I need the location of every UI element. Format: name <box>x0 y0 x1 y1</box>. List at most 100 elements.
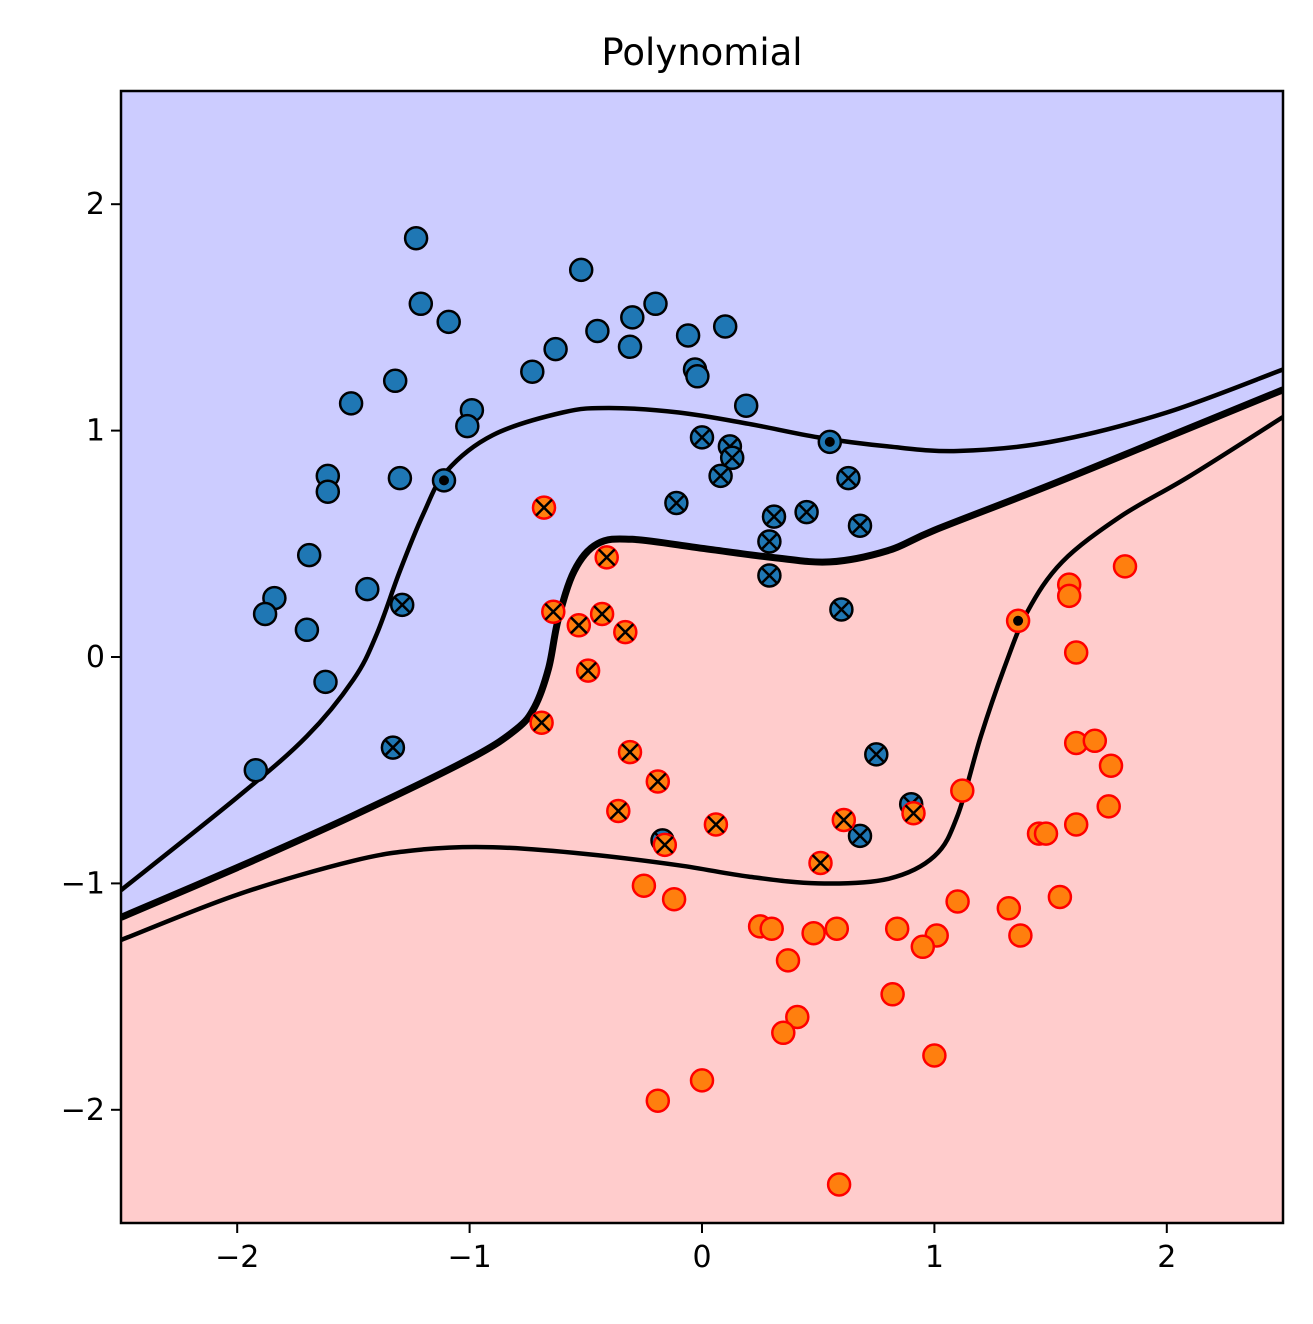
data-point-class-1 <box>996 896 1022 921</box>
support-vector-marker <box>867 745 886 764</box>
support-vector-marker <box>384 738 402 757</box>
y-tick-label: −2 <box>61 1093 105 1128</box>
data-point-class-0 <box>355 576 380 602</box>
support-vector-marker <box>797 503 816 521</box>
support-vector-marker <box>609 802 628 820</box>
data-point-class-0 <box>387 465 413 491</box>
data-point-class-0 <box>733 393 759 418</box>
data-point-class-0 <box>685 364 710 389</box>
data-point-class-1 <box>1063 640 1089 665</box>
support-vector-marker <box>839 469 858 488</box>
support-vector-marker <box>579 661 598 680</box>
x-tick-label: 0 <box>692 1240 711 1275</box>
data-point-class-1 <box>775 948 801 973</box>
support-vector-marker <box>569 616 588 635</box>
data-point-class-1 <box>1033 821 1059 846</box>
data-point-class-1 <box>1112 554 1138 579</box>
data-point-class-1 <box>950 778 975 803</box>
support-vector-marker <box>544 602 563 621</box>
support-vector-marker <box>832 600 851 619</box>
margin-point-center <box>1013 615 1024 626</box>
data-point-class-1 <box>922 1043 947 1068</box>
data-point-class-1 <box>1096 794 1121 819</box>
margin-point-center <box>439 475 449 486</box>
y-tick-label: 1 <box>86 414 105 449</box>
support-vector-marker <box>532 713 551 732</box>
data-point-class-0 <box>585 318 610 344</box>
data-point-class-1 <box>910 934 936 960</box>
data-point-class-0 <box>543 336 568 362</box>
data-point-class-1 <box>661 886 687 912</box>
data-point-class-1 <box>689 1068 715 1093</box>
data-point-class-0 <box>243 757 269 783</box>
data-point-class-0 <box>315 479 341 504</box>
support-vector-marker <box>811 854 830 872</box>
data-point-class-0 <box>382 368 408 394</box>
data-point-class-1 <box>801 920 826 946</box>
data-point-class-0 <box>520 359 545 384</box>
data-point-class-0 <box>403 225 429 251</box>
x-tick-label: −2 <box>215 1240 259 1275</box>
support-vector-marker <box>655 836 674 854</box>
support-vector-marker <box>851 826 869 845</box>
data-point-class-1 <box>1063 812 1089 837</box>
data-point-class-1 <box>1056 583 1082 609</box>
margin-lower-line <box>121 415 1283 943</box>
support-vector-marker <box>760 532 779 551</box>
data-point-class-0 <box>313 669 338 695</box>
support-vector-marker <box>851 516 869 535</box>
support-vector-marker <box>834 811 853 829</box>
data-point-class-0 <box>338 391 364 416</box>
decision-boundary-line <box>121 386 1283 921</box>
data-point-class-0 <box>620 305 645 330</box>
data-point-class-0 <box>455 413 480 439</box>
data-point-class-0 <box>436 309 461 335</box>
data-point-class-1 <box>1098 753 1124 778</box>
y-axis-ticks: −2 −1 0 1 2 <box>61 187 121 1128</box>
data-point-class-1 <box>771 1020 796 1046</box>
margin-upper-line <box>121 367 1283 892</box>
data-point-class-0 <box>712 314 738 339</box>
support-vector-marker <box>597 548 616 567</box>
data-point-class-1 <box>631 873 657 898</box>
data-point-class-1 <box>759 916 784 941</box>
support-vector-marker <box>535 498 553 517</box>
support-vector-marker <box>765 507 783 526</box>
y-tick-label: 0 <box>86 640 105 675</box>
data-point-class-1 <box>1047 884 1073 910</box>
support-vector-marker <box>593 605 611 623</box>
support-vector-marker <box>393 596 412 614</box>
support-vector-marker <box>707 815 725 834</box>
support-vector-marker <box>648 772 667 791</box>
plot-area <box>121 91 1283 1223</box>
data-point-class-1 <box>826 1172 852 1197</box>
data-point-class-0 <box>252 601 278 627</box>
support-vector-marker <box>693 428 711 447</box>
x-tick-label: 1 <box>925 1240 944 1275</box>
data-point-class-1 <box>945 889 970 914</box>
support-vector-marker <box>667 494 686 512</box>
support-vector-marker <box>723 448 742 467</box>
contour-lines <box>121 367 1283 943</box>
data-point-class-0 <box>408 291 434 317</box>
y-tick-label: −1 <box>61 866 105 901</box>
support-vector-marker <box>616 623 635 641</box>
data-point-class-0 <box>568 257 594 283</box>
data-point-class-1 <box>1008 923 1033 948</box>
x-tick-label: −1 <box>447 1240 491 1275</box>
data-point-class-0 <box>617 334 643 360</box>
data-point-class-1 <box>880 982 905 1007</box>
data-point-class-0 <box>296 542 322 568</box>
data-point-class-1 <box>645 1088 671 1113</box>
region-class-1 <box>121 389 1283 1223</box>
support-vector-marker <box>904 804 923 823</box>
chart-title: Polynomial <box>601 31 802 74</box>
data-point-class-1 <box>824 916 850 941</box>
x-tick-label: 2 <box>1157 1240 1176 1275</box>
y-tick-label: 2 <box>86 187 105 222</box>
data-point-class-1 <box>785 1004 810 1030</box>
margin-point-center <box>824 436 835 447</box>
data-points <box>243 225 1138 1197</box>
data-point-class-0 <box>294 617 320 643</box>
